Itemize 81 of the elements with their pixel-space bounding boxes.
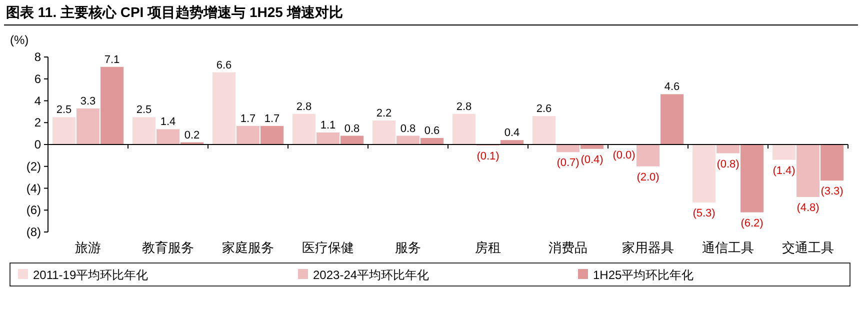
data-label: 0.8 <box>400 122 416 135</box>
bar <box>212 72 236 144</box>
x-tick-label: 服务 <box>395 240 421 255</box>
data-label: (0.0) <box>612 150 636 162</box>
x-tick-label: 通信工具 <box>702 240 754 255</box>
bar <box>132 117 156 144</box>
y-tick-label: 0 <box>34 138 42 152</box>
x-tick-label: 家用器具 <box>622 240 674 255</box>
bar <box>52 117 76 144</box>
data-label: 1.7 <box>240 112 256 125</box>
data-label: (0.1) <box>476 150 500 163</box>
bar <box>372 120 396 144</box>
legend-label: 2011-19平均环比年化 <box>33 268 148 282</box>
data-label: 2.2 <box>376 107 392 120</box>
data-label: 2.8 <box>456 100 472 113</box>
x-tick-label: 家庭服务 <box>222 240 274 255</box>
data-label: (0.8) <box>716 158 740 170</box>
bar <box>236 126 260 144</box>
bar <box>292 114 316 144</box>
data-label: (5.3) <box>692 207 716 220</box>
data-label: (6.2) <box>740 217 764 230</box>
data-label: 7.1 <box>104 54 120 66</box>
y-tick-label: (4) <box>26 181 41 196</box>
data-label: 2.6 <box>536 103 552 116</box>
bar <box>716 144 740 154</box>
bar <box>820 144 844 181</box>
data-label: (1.4) <box>772 164 796 177</box>
x-tick-label: 房租 <box>475 240 501 255</box>
data-label: (3.3) <box>820 186 844 198</box>
bar <box>500 140 524 144</box>
y-tick-label: (6) <box>26 203 41 218</box>
x-tick-label: 旅游 <box>75 240 101 255</box>
data-label: 2.5 <box>56 104 72 116</box>
data-label: 6.6 <box>216 59 232 72</box>
data-label: 0.6 <box>424 124 440 137</box>
bar <box>420 138 444 144</box>
data-label: 2.8 <box>296 100 312 113</box>
bar <box>76 108 100 144</box>
ylabel: (%) <box>10 33 29 47</box>
bar <box>100 66 124 144</box>
y-tick-label: 8 <box>34 50 42 64</box>
data-label: (0.7) <box>556 157 580 170</box>
bar <box>156 129 180 144</box>
data-label: 0.2 <box>184 129 200 142</box>
data-label: (4.8) <box>796 202 820 214</box>
y-tick-label: (2) <box>26 159 41 174</box>
data-label: 1.4 <box>160 116 176 128</box>
title: 图表 11. 主要核心 CPI 项目趋势增速与 1H25 增速对比 <box>6 4 343 20</box>
bar <box>692 144 716 202</box>
data-label: 4.6 <box>664 81 680 94</box>
y-tick-label: 4 <box>34 94 42 108</box>
x-tick-label: 医疗保健 <box>302 240 354 255</box>
data-label: 0.4 <box>504 127 520 140</box>
bar <box>452 114 476 144</box>
bar <box>532 116 556 144</box>
bar <box>556 144 580 152</box>
bar <box>636 144 660 166</box>
x-tick-label: 交通工具 <box>782 240 834 255</box>
bar <box>580 144 604 149</box>
data-label: (0.4) <box>580 154 604 166</box>
y-tick-label: 2 <box>34 116 42 130</box>
data-label: 1.7 <box>264 112 280 125</box>
bar <box>660 94 684 144</box>
bar <box>396 136 420 144</box>
data-label: (2.0) <box>636 171 660 184</box>
data-label: 0.8 <box>344 122 360 135</box>
data-label: 3.3 <box>80 95 96 108</box>
data-label: 2.5 <box>136 104 152 116</box>
bar <box>772 144 796 160</box>
y-tick-label: 6 <box>34 72 42 86</box>
bar <box>796 144 820 197</box>
x-tick-label: 教育服务 <box>142 240 194 255</box>
bar <box>260 126 284 144</box>
bar <box>316 132 340 144</box>
bar <box>740 144 764 212</box>
legend-label: 1H25平均环比年化 <box>593 268 694 282</box>
bar <box>340 136 364 144</box>
legend-label: 2023-24平均环比年化 <box>313 268 430 282</box>
x-tick-label: 消费品 <box>548 240 588 255</box>
y-tick-label: (8) <box>26 225 41 239</box>
data-label: 1.1 <box>320 119 336 132</box>
